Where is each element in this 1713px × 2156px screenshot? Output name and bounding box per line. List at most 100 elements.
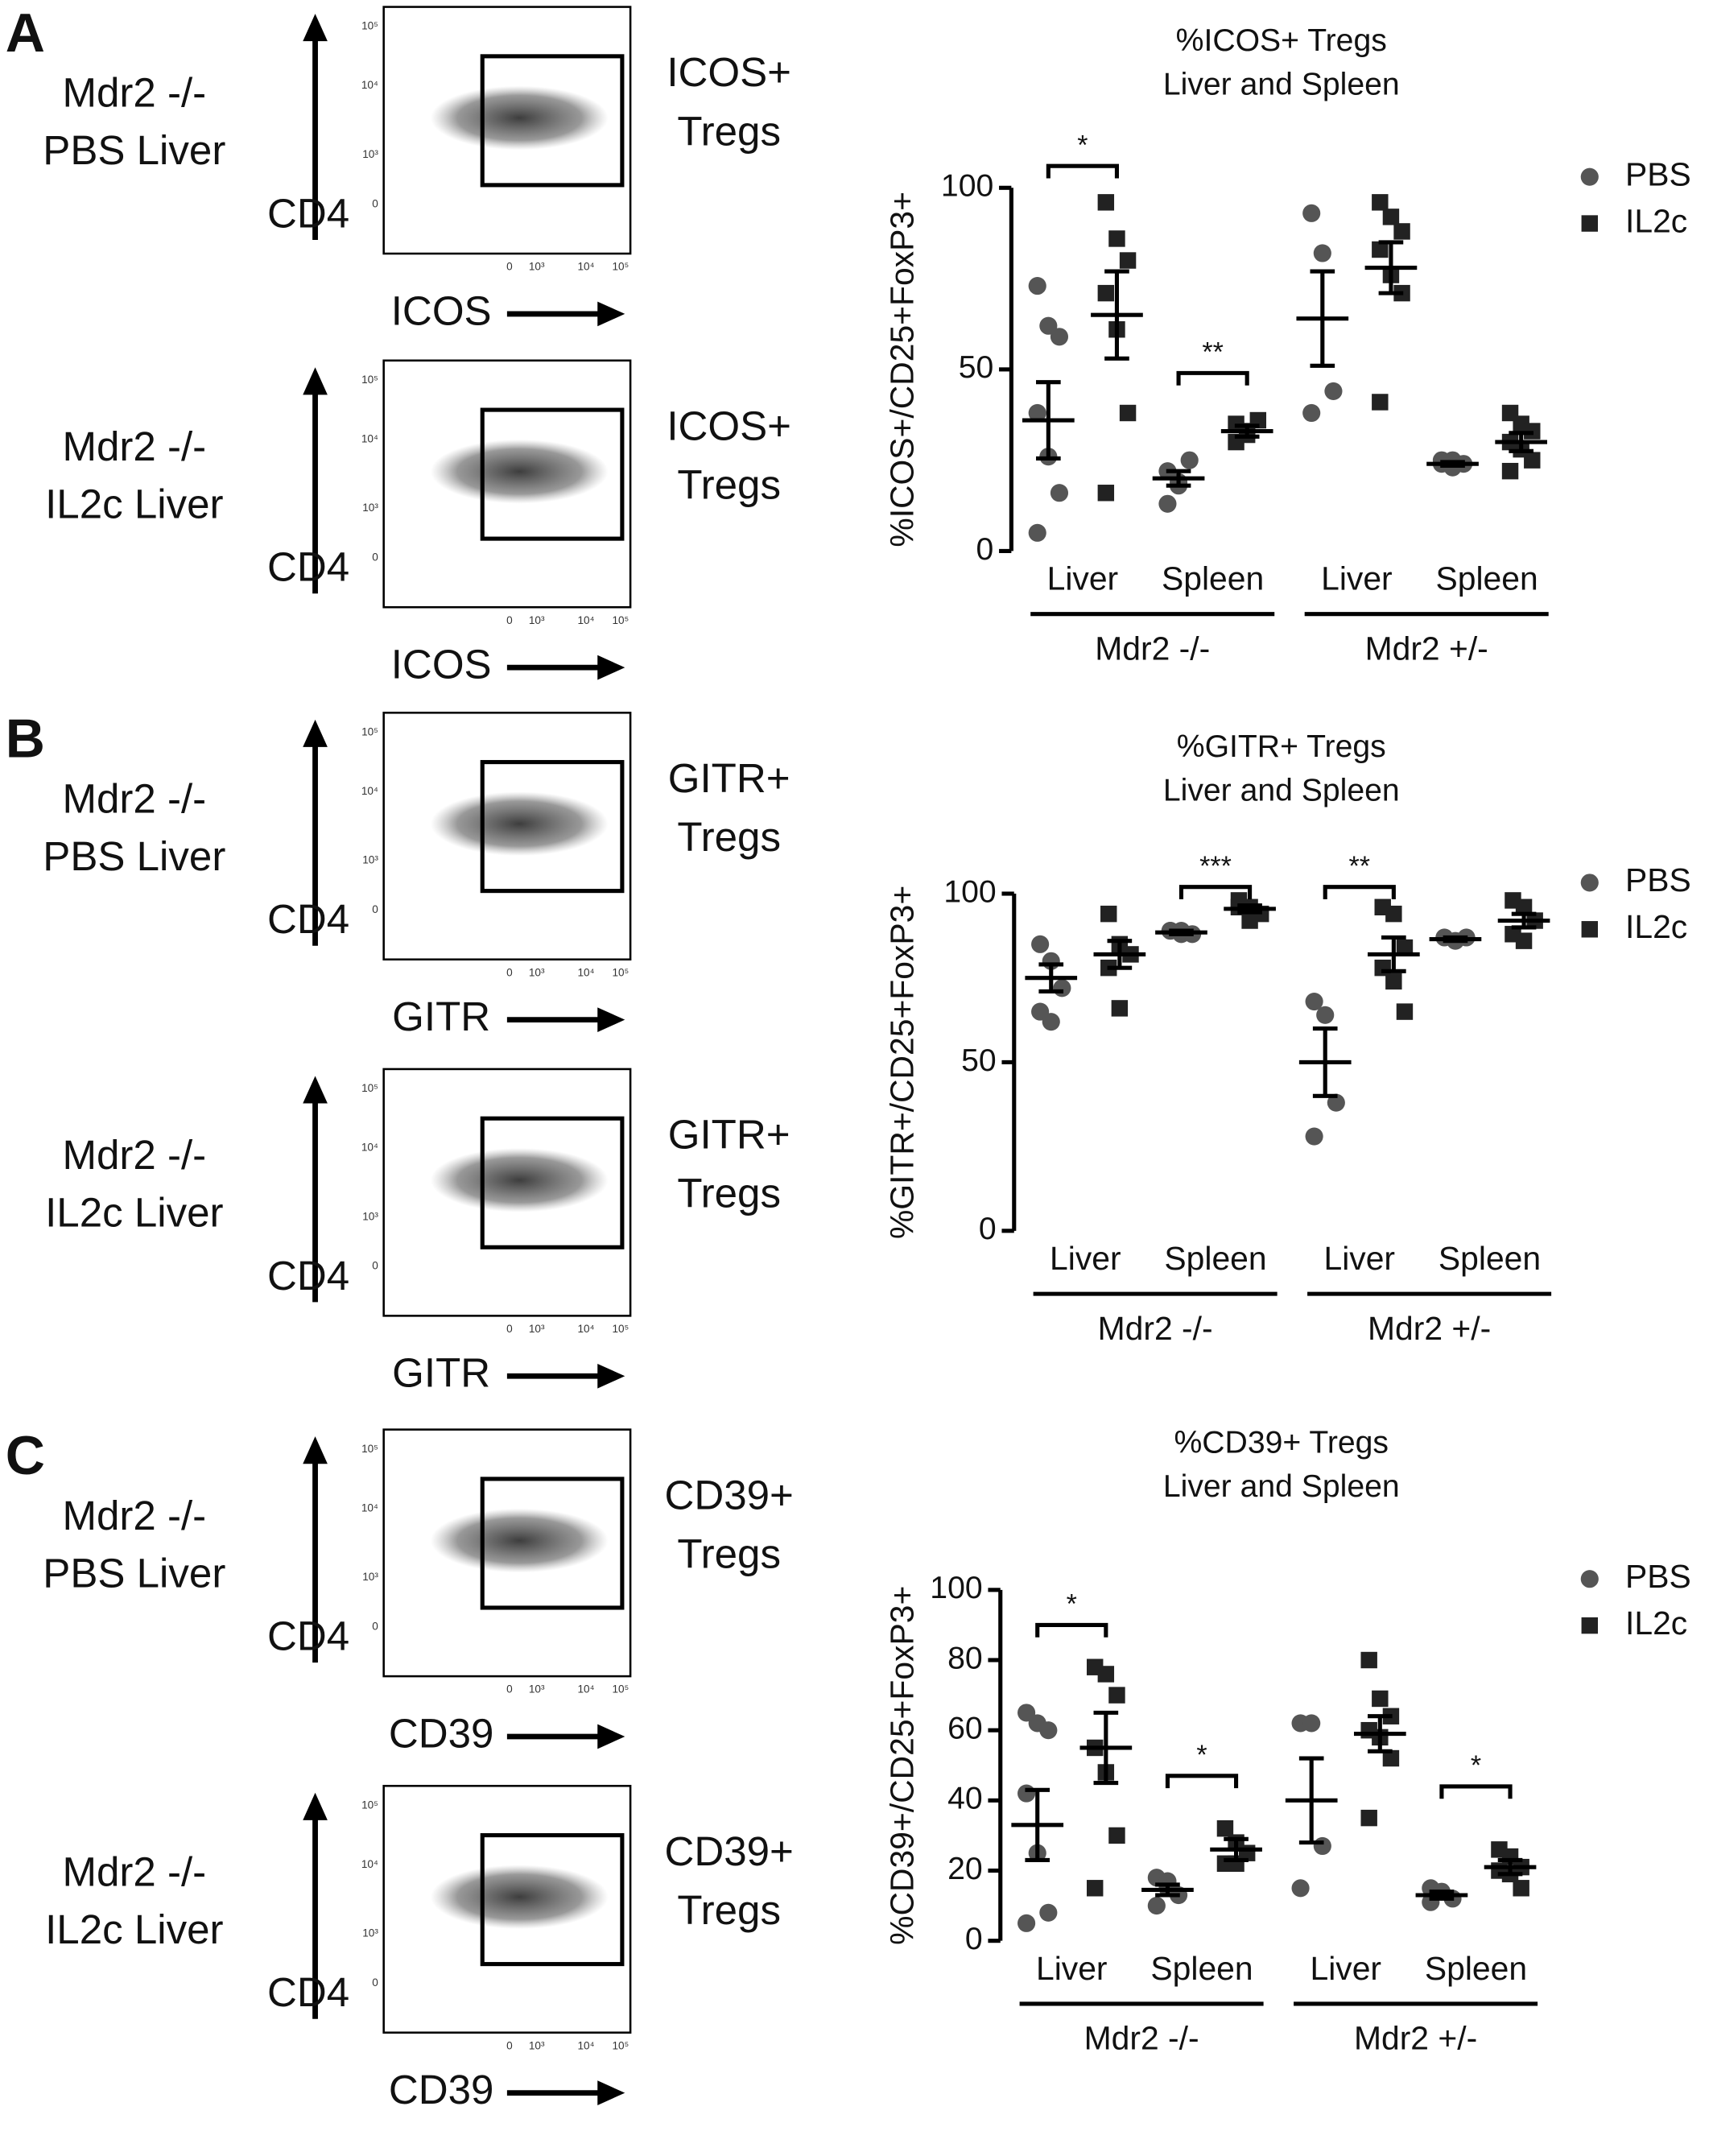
y-axis-label: CD4 bbox=[267, 896, 349, 942]
data-point bbox=[1524, 452, 1541, 469]
category-label: Spleen bbox=[1436, 560, 1538, 597]
y-tick-label: 40 bbox=[947, 1782, 983, 1816]
data-point bbox=[1097, 284, 1115, 302]
flow-y-tick: 10³ bbox=[362, 148, 378, 160]
flow-x-tick: 10⁴ bbox=[577, 2039, 594, 2051]
y-axis-title: %GITR+/CD25+FoxP3+ bbox=[883, 886, 920, 1239]
significance-label: ** bbox=[1349, 851, 1371, 882]
arrow-head bbox=[303, 719, 328, 747]
flow-y-tick: 0 bbox=[372, 1976, 378, 1989]
sample-label: IL2c Liver bbox=[45, 481, 223, 527]
data-point bbox=[1050, 484, 1069, 502]
data-point bbox=[1042, 1013, 1060, 1031]
y-axis-label: CD4 bbox=[267, 1613, 349, 1659]
sample-label: PBS Liver bbox=[43, 127, 225, 173]
flow-x-tick: 10⁵ bbox=[612, 966, 629, 978]
data-point bbox=[1316, 1006, 1335, 1024]
flow-x-tick: 0 bbox=[506, 261, 513, 273]
significance-bracket bbox=[1046, 163, 1120, 179]
flow-y-tick: 0 bbox=[372, 1260, 378, 1272]
data-point bbox=[1097, 1666, 1115, 1683]
group-label: Mdr2 -/- bbox=[1098, 1310, 1213, 1347]
arrow-head bbox=[303, 14, 328, 42]
flow-x-tick: 0 bbox=[506, 614, 513, 626]
gate bbox=[480, 54, 625, 188]
arrow-head bbox=[597, 2080, 625, 2105]
arrow-head bbox=[597, 301, 625, 327]
x-axis-label: GITR bbox=[392, 1350, 490, 1396]
chart-title: Liver and Spleen bbox=[1163, 68, 1400, 102]
chart-title: Liver and Spleen bbox=[1163, 1469, 1400, 1504]
data-point bbox=[1147, 1897, 1166, 1915]
y-axis-label: CD4 bbox=[267, 191, 349, 237]
data-point bbox=[1053, 979, 1071, 997]
sample-label: PBS Liver bbox=[43, 833, 225, 879]
chart-title: %CD39+ Tregs bbox=[1174, 1426, 1389, 1460]
flow-y-tick: 10⁵ bbox=[361, 1082, 378, 1094]
flow-y-tick: 0 bbox=[372, 1620, 378, 1632]
data-point bbox=[1372, 241, 1389, 258]
data-point bbox=[1324, 382, 1343, 400]
y-axis-title: %CD39+/CD25+FoxP3+ bbox=[883, 1586, 920, 1945]
flow-x-tick: 0 bbox=[506, 966, 513, 978]
category-label: Liver bbox=[1036, 1950, 1108, 1987]
flow-x-tick: 10³ bbox=[529, 1683, 545, 1695]
data-point bbox=[1382, 209, 1400, 225]
significance-bracket bbox=[1176, 370, 1249, 386]
flow-y-tick: 10⁵ bbox=[361, 725, 378, 737]
category-label: Liver bbox=[1324, 1240, 1396, 1277]
data-point bbox=[1028, 523, 1046, 542]
sample-label: Mdr2 -/- bbox=[62, 1493, 206, 1539]
data-point bbox=[1302, 1714, 1321, 1733]
gate-label: Tregs bbox=[677, 814, 781, 860]
significance-bracket bbox=[1178, 885, 1253, 899]
chart-title: %ICOS+ Tregs bbox=[1176, 23, 1387, 58]
legend-marker bbox=[1580, 1570, 1599, 1588]
data-point bbox=[1385, 905, 1402, 923]
data-point bbox=[1515, 898, 1533, 915]
y-axis-label: CD4 bbox=[267, 1969, 349, 2015]
x-axis-label: CD39 bbox=[389, 2067, 494, 2113]
gate-label: Tregs bbox=[677, 1887, 781, 1933]
gate-label: CD39+ bbox=[664, 1472, 793, 1518]
y-tick-label: 100 bbox=[941, 169, 993, 204]
data-point bbox=[1382, 1749, 1400, 1767]
data-point bbox=[1087, 1880, 1104, 1897]
cell-cloud bbox=[430, 1147, 609, 1212]
y-tick-label: 20 bbox=[947, 1852, 983, 1886]
gate bbox=[480, 1477, 625, 1610]
sample-label: Mdr2 -/- bbox=[62, 1132, 206, 1178]
significance-label: * bbox=[1077, 130, 1088, 160]
panel-letter: C bbox=[6, 1425, 45, 1486]
significance-bracket bbox=[1323, 885, 1396, 899]
data-point bbox=[1097, 485, 1115, 502]
data-point bbox=[1028, 403, 1046, 423]
data-point bbox=[1108, 230, 1125, 247]
data-point bbox=[1396, 1003, 1414, 1020]
y-tick-label: 0 bbox=[976, 532, 993, 567]
sample-label: PBS Liver bbox=[43, 1550, 225, 1596]
significance-label: * bbox=[1471, 1750, 1481, 1781]
flow-y-tick: 10⁴ bbox=[361, 785, 378, 797]
flow-y-tick: 10⁴ bbox=[361, 79, 378, 91]
data-point bbox=[1039, 316, 1058, 335]
gate-label: Tregs bbox=[677, 1530, 781, 1576]
significance-label: * bbox=[1067, 1589, 1077, 1620]
category-label: Liver bbox=[1047, 560, 1119, 597]
data-point bbox=[1385, 973, 1402, 990]
gate bbox=[480, 407, 625, 541]
data-point bbox=[1031, 935, 1050, 953]
x-axis-label: CD39 bbox=[389, 1710, 494, 1756]
flow-y-tick: 10⁵ bbox=[361, 1799, 378, 1811]
y-tick-label: 0 bbox=[979, 1212, 997, 1246]
category-label: Liver bbox=[1050, 1240, 1121, 1277]
flow-y-tick: 10⁴ bbox=[361, 1501, 378, 1514]
y-axis-label: CD4 bbox=[267, 1253, 349, 1299]
category-label: Liver bbox=[1321, 560, 1393, 597]
data-point bbox=[1111, 1000, 1129, 1017]
flow-x-tick: 10⁴ bbox=[577, 1683, 594, 1695]
significance-bracket bbox=[1035, 1622, 1108, 1638]
flow-x-tick: 10⁵ bbox=[612, 1683, 629, 1695]
significance-label: * bbox=[1196, 1740, 1207, 1770]
